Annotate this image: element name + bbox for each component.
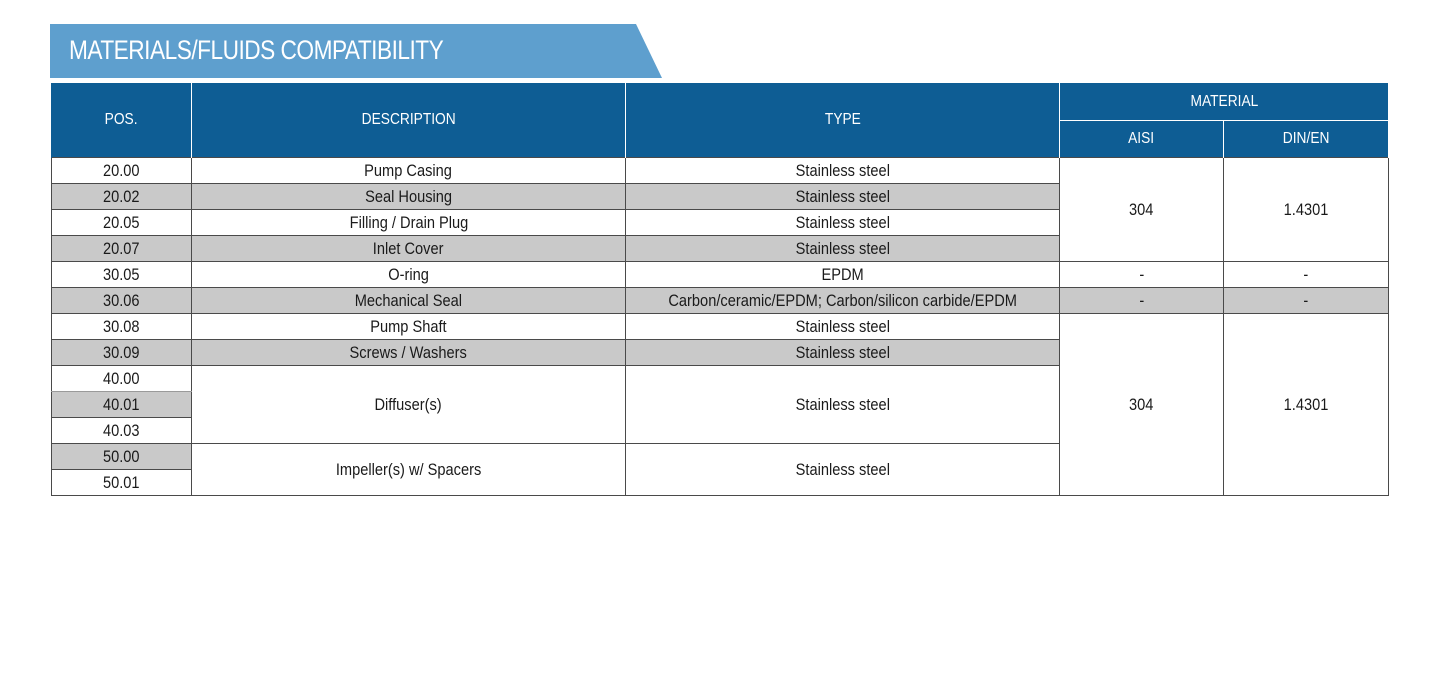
- table-row: 30.05 O-ring EPDM - -: [51, 261, 1390, 288]
- table-row: 30.08 Pump Shaft Stainless steel 304 1.4…: [51, 313, 1390, 496]
- pos-cell: 40.01: [51, 391, 192, 418]
- description-cell: Screws / Washers: [191, 339, 626, 366]
- table-row: 30.06 Mechanical Seal Carbon/ceramic/EPD…: [51, 287, 1390, 314]
- header-row: POS. DESCRIPTION TYPE MATERIAL: [51, 83, 1390, 158]
- header-din-en: DIN/EN: [1222, 120, 1390, 158]
- din-en-cell: 1.4301: [1222, 157, 1390, 262]
- header-pos: POS.: [51, 83, 192, 158]
- type-cell: Stainless steel: [625, 443, 1060, 496]
- type-cell: Stainless steel: [625, 157, 1060, 184]
- description-cell: O-ring: [191, 261, 626, 288]
- table-row: 50.00 Impeller(s) w/ Spacers Stainless s…: [51, 443, 1389, 496]
- din-en-cell: -: [1222, 287, 1390, 314]
- header-material: MATERIAL: [1058, 83, 1390, 121]
- description-cell: Pump Casing: [191, 157, 626, 184]
- section-banner: MATERIALS/FLUIDS COMPATIBILITY: [50, 24, 662, 78]
- type-cell: Stainless steel: [625, 183, 1060, 210]
- header-aisi: AISI: [1059, 120, 1224, 158]
- din-en-cell: 1.4301: [1222, 313, 1390, 496]
- type-cell: EPDM: [625, 261, 1060, 288]
- aisi-cell: 304: [1059, 313, 1224, 496]
- subheader-row: AISI DIN/EN: [52, 120, 1390, 158]
- type-cell: Carbon/ceramic/EPDM; Carbon/silicon carb…: [625, 287, 1060, 314]
- pos-cell: 40.00: [51, 365, 192, 392]
- pos-cell: 30.09: [51, 339, 192, 366]
- type-cell: Stainless steel: [625, 339, 1060, 366]
- table-row: 40.03: [51, 417, 1389, 444]
- pos-cell: 20.05: [51, 209, 192, 236]
- description-cell: Pump Shaft: [191, 313, 626, 340]
- description-cell: Filling / Drain Plug: [191, 209, 626, 236]
- table-row: 20.02 Seal Housing Stainless steel: [51, 183, 1389, 210]
- table-row: 50.01: [51, 469, 1389, 496]
- aisi-cell: -: [1059, 261, 1224, 288]
- table-row: 20.05 Filling / Drain Plug Stainless ste…: [51, 209, 1389, 236]
- description-cell: Impeller(s) w/ Spacers: [191, 443, 626, 496]
- pos-cell: 30.08: [51, 313, 192, 340]
- pos-cell: 20.02: [51, 183, 192, 210]
- pos-cell: 50.00: [51, 443, 192, 470]
- aisi-cell: -: [1059, 287, 1224, 314]
- pos-cell: 20.00: [51, 157, 192, 184]
- type-cell: Stainless steel: [625, 365, 1060, 444]
- description-cell: Inlet Cover: [191, 235, 626, 262]
- table-row: 20.00 Pump Casing Stainless steel 304 1.…: [51, 157, 1390, 262]
- pos-cell: 30.05: [51, 261, 192, 288]
- table-row: 40.01: [51, 391, 1389, 418]
- header-type: TYPE: [625, 83, 1060, 158]
- aisi-cell: 304: [1059, 157, 1224, 262]
- type-cell: Stainless steel: [625, 235, 1060, 262]
- pos-cell: 40.03: [51, 417, 192, 444]
- description-cell: Mechanical Seal: [191, 287, 626, 314]
- header-description: DESCRIPTION: [191, 83, 626, 158]
- pos-cell: 30.06: [51, 287, 192, 314]
- table-row: 30.09 Screws / Washers Stainless steel: [51, 339, 1389, 366]
- description-cell: Diffuser(s): [191, 365, 626, 444]
- materials-table: POS. DESCRIPTION TYPE MATERIAL AISI DIN/…: [51, 83, 1390, 496]
- section-title: MATERIALS/FLUIDS COMPATIBILITY: [69, 35, 444, 65]
- din-en-cell: -: [1222, 261, 1390, 288]
- type-cell: Stainless steel: [625, 209, 1060, 236]
- description-cell: Seal Housing: [191, 183, 626, 210]
- pos-cell: 20.07: [51, 235, 192, 262]
- type-cell: Stainless steel: [625, 313, 1060, 340]
- pos-cell: 50.01: [51, 469, 192, 496]
